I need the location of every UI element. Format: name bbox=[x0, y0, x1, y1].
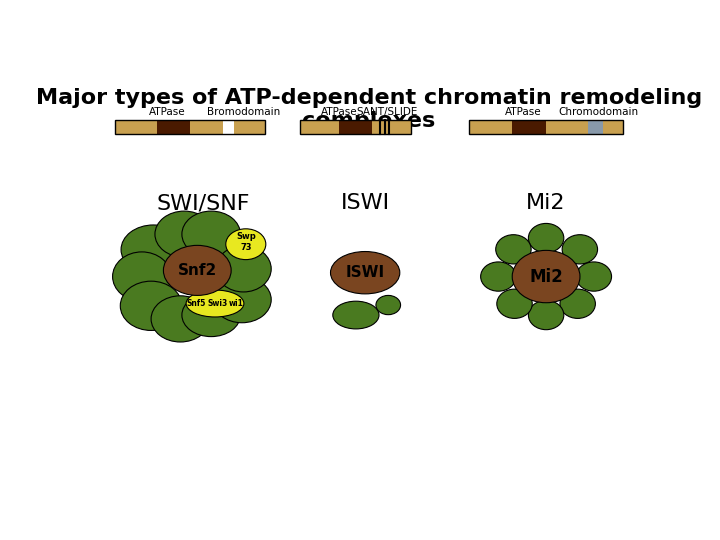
Ellipse shape bbox=[182, 211, 240, 257]
Ellipse shape bbox=[121, 225, 186, 274]
Text: SWI/SNF: SWI/SNF bbox=[157, 193, 251, 213]
Ellipse shape bbox=[376, 295, 400, 315]
Bar bbox=[115, 120, 265, 134]
Text: Chromodomain: Chromodomain bbox=[559, 107, 639, 117]
Bar bbox=[512, 120, 546, 134]
Ellipse shape bbox=[163, 245, 231, 295]
Ellipse shape bbox=[112, 252, 171, 301]
Ellipse shape bbox=[186, 290, 244, 317]
Text: Snf2: Snf2 bbox=[178, 263, 217, 278]
Text: ISWI: ISWI bbox=[341, 193, 390, 213]
Ellipse shape bbox=[512, 251, 580, 303]
Text: Mi2: Mi2 bbox=[526, 193, 566, 213]
Bar bbox=[233, 120, 265, 134]
Ellipse shape bbox=[226, 229, 266, 260]
Text: Mi2: Mi2 bbox=[529, 267, 563, 286]
Ellipse shape bbox=[560, 289, 595, 319]
Text: ISWI: ISWI bbox=[346, 265, 384, 280]
Text: Snf5: Snf5 bbox=[186, 299, 205, 308]
Ellipse shape bbox=[562, 235, 598, 264]
Bar bbox=[339, 120, 372, 134]
Text: SANT/SLIDE: SANT/SLIDE bbox=[356, 107, 418, 117]
Ellipse shape bbox=[576, 262, 611, 291]
Ellipse shape bbox=[216, 246, 271, 292]
Bar bbox=[372, 120, 411, 134]
Ellipse shape bbox=[212, 276, 271, 323]
Bar bbox=[223, 120, 233, 134]
Ellipse shape bbox=[333, 301, 379, 329]
Text: Swi3: Swi3 bbox=[207, 299, 228, 308]
Text: Swp
73: Swp 73 bbox=[236, 232, 256, 252]
Bar bbox=[157, 120, 190, 134]
Bar bbox=[588, 120, 603, 134]
Bar bbox=[546, 120, 588, 134]
Bar bbox=[300, 120, 339, 134]
Ellipse shape bbox=[496, 235, 531, 264]
Text: ATPase: ATPase bbox=[149, 107, 186, 117]
Ellipse shape bbox=[528, 300, 564, 330]
Bar bbox=[469, 120, 512, 134]
Bar bbox=[469, 120, 623, 134]
Text: ATPase: ATPase bbox=[505, 107, 541, 117]
Text: wi1: wi1 bbox=[228, 299, 243, 308]
Bar bbox=[603, 120, 623, 134]
Ellipse shape bbox=[497, 289, 532, 319]
Text: Bromodomain: Bromodomain bbox=[207, 107, 280, 117]
Ellipse shape bbox=[151, 296, 210, 342]
Ellipse shape bbox=[182, 294, 240, 336]
Bar bbox=[190, 120, 223, 134]
Ellipse shape bbox=[481, 262, 516, 291]
Bar bbox=[300, 120, 411, 134]
Ellipse shape bbox=[330, 252, 400, 294]
Text: Major types of ATP-dependent chromatin remodeling
complexes: Major types of ATP-dependent chromatin r… bbox=[36, 88, 702, 131]
Ellipse shape bbox=[155, 211, 213, 257]
Ellipse shape bbox=[528, 224, 564, 253]
Ellipse shape bbox=[120, 281, 182, 330]
Text: ATPase: ATPase bbox=[320, 107, 357, 117]
Bar bbox=[115, 120, 157, 134]
